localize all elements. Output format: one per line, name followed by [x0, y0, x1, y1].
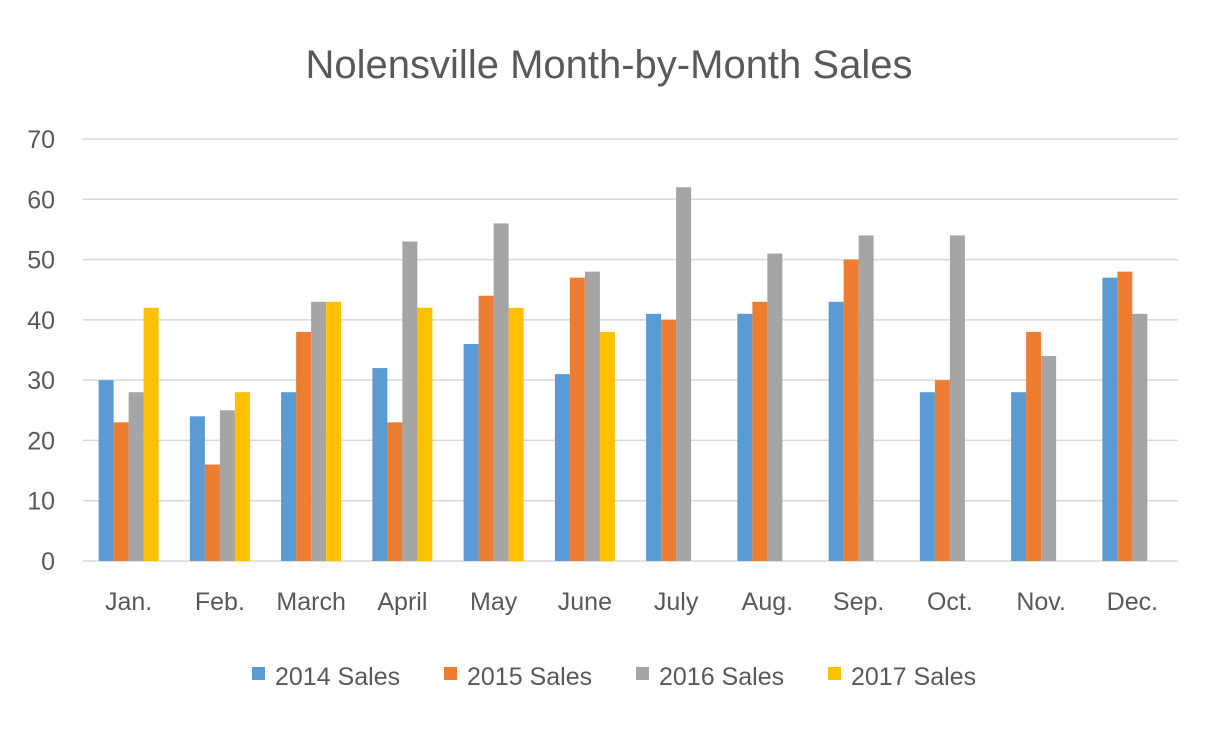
bar-2015-sales-jan	[113, 422, 129, 561]
bar-2015-sales-march	[296, 331, 312, 561]
y-axis: 0 10 20 30 40 50 60 70	[27, 126, 55, 576]
x-tick-label: Aug.	[742, 588, 793, 616]
y-tick-label: 60	[27, 186, 55, 214]
bar-2016-sales-sep	[858, 235, 874, 561]
bar-2015-sales-july	[661, 319, 677, 561]
bar-2016-sales-may	[493, 223, 509, 561]
bar-2016-sales-april	[402, 241, 418, 561]
bar-2014-sales-march	[281, 392, 297, 561]
bar-2016-sales-oct	[949, 235, 965, 561]
bar-2015-sales-feb	[204, 464, 220, 561]
bar-2014-sales-dec	[1102, 277, 1118, 561]
bar-2014-sales-oct	[919, 392, 935, 561]
bar-2014-sales-april	[372, 368, 388, 561]
bar-2016-sales-march	[311, 301, 327, 561]
bar-2015-sales-april	[387, 422, 403, 561]
bar-2014-sales-jan	[98, 380, 114, 561]
x-tick-label: Sep.	[833, 588, 884, 616]
x-tick-label: March	[276, 588, 345, 616]
bar-2014-sales-sep	[828, 301, 844, 561]
y-tick-label: 10	[27, 488, 55, 516]
x-tick-label: Nov.	[1016, 588, 1066, 616]
x-tick-label: June	[558, 588, 612, 616]
y-tick-label: 40	[27, 307, 55, 335]
bar-2017-sales-june	[599, 331, 615, 561]
y-tick-label: 70	[27, 126, 55, 154]
bar-2015-sales-sep	[843, 259, 859, 561]
bar-2016-sales-july	[676, 187, 692, 561]
legend: 2014 Sales 2015 Sales 2016 Sales 2017 Sales	[252, 663, 976, 691]
legend-swatch-2016-sales	[636, 667, 649, 680]
x-tick-label: April	[377, 588, 427, 616]
bar-2015-sales-nov	[1026, 331, 1042, 561]
bar-2017-sales-feb	[234, 392, 250, 561]
bar-2016-sales-dec	[1132, 313, 1148, 561]
bar-2017-sales-jan	[143, 307, 159, 561]
legend-swatch-2015-sales	[444, 667, 457, 680]
bar-2017-sales-april	[417, 307, 433, 561]
bar-2014-sales-july	[646, 313, 662, 561]
bar-2015-sales-june	[569, 277, 585, 561]
x-tick-label: Oct.	[927, 588, 973, 616]
y-tick-label: 0	[41, 548, 55, 576]
bar-2014-sales-may	[463, 343, 479, 561]
bar-2017-sales-may	[508, 307, 524, 561]
y-tick-label: 50	[27, 247, 55, 275]
legend-label: 2016 Sales	[659, 663, 784, 691]
x-tick-label: Jan.	[105, 588, 152, 616]
bar-2015-sales-oct	[934, 380, 950, 561]
bar-2015-sales-dec	[1117, 271, 1133, 561]
x-tick-label: July	[654, 588, 699, 616]
legend-swatch-2017-sales	[828, 667, 841, 680]
y-tick-label: 20	[27, 427, 55, 455]
x-tick-label: Dec.	[1107, 588, 1158, 616]
legend-swatch-2014-sales	[252, 667, 265, 680]
bar-2015-sales-aug	[752, 301, 768, 561]
legend-label: 2017 Sales	[851, 663, 976, 691]
bar-2017-sales-march	[326, 301, 342, 561]
bar-2014-sales-june	[554, 374, 570, 561]
x-tick-label: May	[470, 588, 518, 616]
gridlines	[83, 138, 1178, 562]
bar-2015-sales-may	[478, 295, 494, 561]
legend-label: 2014 Sales	[275, 663, 400, 691]
bar-2016-sales-jan	[128, 392, 144, 561]
legend-label: 2015 Sales	[467, 663, 592, 691]
chart-title: Nolensville Month-by-Month Sales	[306, 43, 913, 87]
bar-2016-sales-nov	[1041, 356, 1057, 561]
x-axis: Jan. Feb. March April May June July Aug. Sep. Oct…	[105, 588, 1158, 616]
bar-2014-sales-aug	[737, 313, 753, 561]
bar-2016-sales-feb	[219, 410, 235, 561]
bar-2016-sales-june	[584, 271, 600, 561]
bar-2016-sales-aug	[767, 253, 783, 562]
bars	[98, 187, 1148, 562]
bar-2014-sales-nov	[1011, 392, 1027, 561]
x-tick-label: Feb.	[195, 588, 245, 616]
y-tick-label: 30	[27, 367, 55, 395]
bar-2014-sales-feb	[189, 416, 205, 561]
